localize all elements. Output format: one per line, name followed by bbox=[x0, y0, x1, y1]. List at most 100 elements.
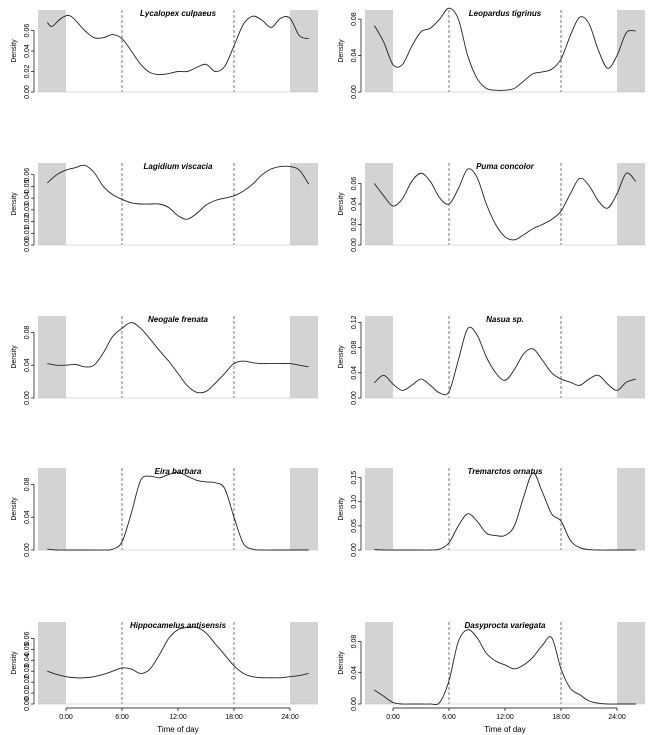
night-shade bbox=[38, 316, 66, 398]
density-panel: 0.00 0.04 0.08 Density Neogale frenata bbox=[11, 315, 318, 405]
night-shade bbox=[38, 468, 66, 550]
panel-title: Neogale frenata bbox=[148, 315, 209, 324]
y-tick-label: 0.02 bbox=[351, 218, 358, 232]
y-tick-label: 0.00 bbox=[351, 85, 358, 99]
y-tick-label: 0.04 bbox=[351, 49, 358, 63]
y-tick-label: 0.05 bbox=[24, 642, 31, 656]
x-tick-label: 6:00 bbox=[115, 714, 129, 721]
night-shade bbox=[290, 163, 318, 245]
y-axis-label: Density bbox=[338, 192, 345, 216]
density-panel: 0.00 0.02 0.04 0.06 Density Puma concolor bbox=[338, 162, 645, 252]
density-panel: 0.00 0.04 0.08 Density Dasyprocta variegata 0… bbox=[338, 621, 645, 734]
night-shade bbox=[290, 468, 318, 550]
x-tick-label: 12:00 bbox=[496, 714, 514, 721]
density-curve bbox=[47, 164, 310, 220]
night-shade bbox=[38, 10, 66, 92]
y-tick-label: 0.10 bbox=[351, 495, 358, 509]
panel-title: Hippocamelus antisensis bbox=[130, 621, 227, 630]
y-axis-label: Density bbox=[338, 497, 345, 521]
y-tick-label: 0.04 bbox=[24, 510, 31, 524]
y-axis-label: Density bbox=[11, 39, 18, 63]
panel-title: Tremarctos ornatus bbox=[468, 467, 544, 476]
night-shade bbox=[365, 622, 393, 704]
y-tick-label: 0.06 bbox=[24, 631, 31, 645]
y-tick-label: 0.05 bbox=[351, 519, 358, 533]
y-tick-label: 0.04 bbox=[351, 366, 358, 380]
density-curve bbox=[47, 471, 309, 551]
y-tick-label: 0.00 bbox=[351, 543, 358, 557]
density-curve bbox=[47, 322, 309, 394]
y-tick-label: 0.03 bbox=[24, 664, 31, 678]
y-axis-label: Density bbox=[11, 651, 18, 675]
y-tick-label: 0.00 bbox=[24, 543, 31, 557]
night-shade bbox=[617, 163, 645, 245]
x-tick-label: 6:00 bbox=[442, 714, 456, 721]
y-axis-label: Density bbox=[338, 651, 345, 675]
x-tick-label: 12:00 bbox=[169, 714, 187, 721]
x-tick-label: 24:00 bbox=[281, 714, 299, 721]
density-curve bbox=[374, 472, 636, 551]
night-shade bbox=[38, 622, 66, 704]
density-curve bbox=[373, 7, 636, 91]
y-tick-label: 0.06 bbox=[24, 168, 31, 182]
x-tick-label: 18:00 bbox=[552, 714, 570, 721]
y-tick-label: 0.04 bbox=[24, 191, 31, 205]
y-tick-label: 0.00 bbox=[24, 391, 31, 405]
night-shade bbox=[617, 468, 645, 550]
x-tick-label: 0:00 bbox=[386, 714, 400, 721]
night-shade bbox=[290, 622, 318, 704]
y-tick-label: 0.08 bbox=[24, 477, 31, 491]
panel-title: Nasua sp. bbox=[486, 315, 524, 324]
y-tick-label: 0.04 bbox=[351, 197, 358, 211]
y-tick-label: 0.04 bbox=[24, 358, 31, 372]
y-axis-label: Density bbox=[11, 497, 18, 521]
density-panel: 0.00 0.04 0.08 Density Leopardus tigrinus bbox=[338, 7, 645, 99]
density-panel: 0.000.010.020.030.040.050.06 Density Lagid… bbox=[11, 162, 318, 252]
panel-title: Dasyprocta variegata bbox=[465, 621, 546, 630]
density-panel: 0.00 0.05 0.10 0.15 Density Tremarctos ornatu… bbox=[338, 467, 645, 557]
y-tick-label: 0.06 bbox=[351, 177, 358, 191]
panel-title: Eira barbara bbox=[155, 467, 202, 476]
y-tick-label: 0.12 bbox=[351, 315, 358, 329]
y-tick-label: 0.04 bbox=[24, 44, 31, 58]
y-tick-label: 0.00 bbox=[351, 697, 358, 711]
y-axis-label: Density bbox=[338, 39, 345, 63]
y-axis-label: Density bbox=[338, 345, 345, 369]
density-curve bbox=[374, 326, 636, 396]
x-axis-label: Time of day bbox=[157, 725, 199, 734]
y-tick-label: 0.08 bbox=[351, 341, 358, 355]
y-tick-label: 0.02 bbox=[24, 215, 31, 229]
night-shade bbox=[365, 10, 393, 92]
night-shade bbox=[617, 316, 645, 398]
night-shade bbox=[617, 622, 645, 704]
x-axis-label: Time of day bbox=[484, 725, 526, 734]
x-tick-label: 0:00 bbox=[59, 714, 73, 721]
y-axis-label: Density bbox=[11, 345, 18, 369]
y-tick-label: 0.00 bbox=[24, 697, 31, 711]
night-shade bbox=[38, 163, 66, 245]
night-shade bbox=[290, 10, 318, 92]
y-tick-label: 0.00 bbox=[24, 85, 31, 99]
y-tick-label: 0.02 bbox=[24, 65, 31, 79]
x-tick-label: 18:00 bbox=[225, 714, 243, 721]
panel-title: Leopardus tigrinus bbox=[469, 9, 542, 18]
y-tick-label: 0.02 bbox=[24, 675, 31, 689]
night-shade bbox=[365, 316, 393, 398]
y-tick-label: 0.03 bbox=[24, 203, 31, 217]
night-shade bbox=[290, 316, 318, 398]
night-shade bbox=[365, 163, 393, 245]
y-tick-label: 0.01 bbox=[24, 226, 31, 240]
y-tick-label: 0.15 bbox=[351, 471, 358, 485]
panel-title: Puma concolor bbox=[476, 162, 535, 171]
night-shade bbox=[365, 468, 393, 550]
panel-title: Lycalopex culpaeus bbox=[140, 9, 217, 18]
y-tick-label: 0.08 bbox=[24, 325, 31, 339]
y-tick-label: 0.04 bbox=[24, 653, 31, 667]
density-panel: 0.000.010.020.030.040.050.06 Density Hippo… bbox=[11, 621, 318, 734]
y-tick-label: 0.08 bbox=[351, 12, 358, 26]
density-panel: 0.00 0.04 0.08 Density Eira barbara bbox=[11, 467, 318, 557]
density-panel: 0.00 0.04 0.08 0.12 Density Nasua sp. bbox=[338, 315, 645, 405]
y-tick-label: 0.04 bbox=[351, 666, 358, 680]
y-tick-label: 0.05 bbox=[24, 180, 31, 194]
